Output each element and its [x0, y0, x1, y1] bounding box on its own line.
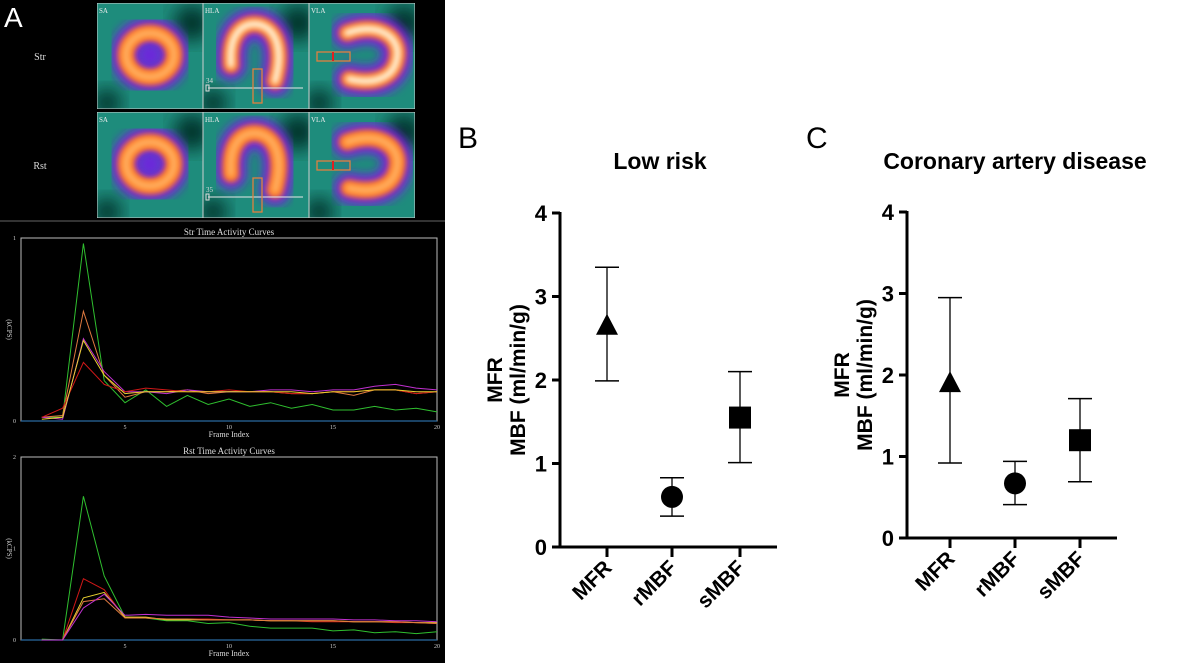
view-label: SA [99, 7, 108, 15]
mean-marker-mfr [596, 313, 618, 335]
y-tick-label: 4 [882, 200, 895, 225]
spect-image-grid: Str SA 34 HLA VLA Rst SA 35 HLA VLA [0, 3, 445, 222]
chart-title: Low risk [613, 148, 707, 174]
y-tick-label: 3 [882, 282, 894, 307]
view-label: VLA [311, 7, 325, 15]
spect-cell-vla: VLA [309, 3, 415, 109]
curve-series-0 [41, 243, 438, 418]
x-axis-label: Frame Index [209, 649, 250, 658]
chart-title: Str Time Activity Curves [184, 227, 275, 237]
slice-number: 35 [206, 186, 214, 194]
x-tick-label: rMBF [627, 556, 681, 610]
curve-series-4 [41, 339, 437, 420]
slice-number: 34 [206, 77, 214, 85]
y-tick-label: 0 [535, 535, 547, 560]
curve-series-3 [41, 598, 438, 641]
chart-title: Coronary artery disease [883, 148, 1146, 174]
x-tick-label: 10 [226, 425, 232, 431]
y-tick-label: 0 [882, 526, 894, 551]
mean-marker-rmbf [661, 485, 683, 508]
y-tick-label: 4 [535, 201, 548, 226]
y-tick-label: 2 [535, 368, 547, 393]
x-tick-label: 5 [124, 644, 127, 650]
mean-marker-smbf [729, 406, 751, 429]
spect-cell-hla: 34 HLA [203, 3, 309, 109]
spect-cell-sa: SA [97, 112, 203, 218]
rst-time-activity-chart: Rst Time Activity Curves 5 10 15 20 0 1 2 Frame … [5, 446, 440, 658]
view-label: HLA [205, 7, 219, 15]
x-tick-label: 20 [434, 644, 440, 650]
panel-label: B [458, 122, 478, 155]
spect-cell-hla: 35 HLA [203, 112, 309, 218]
row-label: Rst [33, 161, 47, 172]
y-tick-label: 1 [13, 547, 16, 553]
x-axis-label: Frame Index [209, 430, 250, 439]
x-tick-label: 20 [434, 425, 440, 431]
x-tick-label: rMBF [970, 547, 1024, 601]
x-tick-label: 10 [226, 644, 232, 650]
y-axis-label-line2: MBF (ml/min/g) [507, 304, 530, 456]
x-tick-label: 15 [330, 425, 336, 431]
mean-marker-mfr [939, 371, 961, 393]
y-axis-label-line2: MBF (ml/min/g) [854, 299, 877, 451]
view-label: HLA [205, 116, 219, 124]
chart-title: Rst Time Activity Curves [183, 446, 275, 456]
y-axis-label: (kCPS) [5, 319, 13, 340]
y-tick-label: 2 [882, 363, 894, 388]
curve-series-0 [41, 496, 438, 641]
x-tick-label: 5 [124, 425, 127, 431]
curve-series-4 [41, 593, 438, 641]
x-tick-label: 15 [330, 644, 336, 650]
y-tick-label: 3 [535, 285, 547, 310]
x-tick-label: sMBF [693, 556, 750, 613]
x-tick-label: MFR [911, 547, 959, 595]
mean-marker-rmbf [1004, 472, 1026, 495]
view-label: SA [99, 116, 108, 124]
panel-a-label: A [4, 2, 23, 33]
spect-cell-sa: SA [97, 3, 203, 109]
spect-cell-vla: VLA [309, 112, 415, 218]
mean-marker-smbf [1069, 429, 1091, 452]
panel-a-background [0, 0, 445, 663]
y-tick-label: 2 [13, 455, 16, 461]
panel-label: C [806, 122, 828, 155]
y-tick-label: 1 [13, 236, 16, 242]
view-label: VLA [311, 116, 325, 124]
y-tick-label: 1 [882, 445, 894, 470]
row-label: Str [34, 52, 46, 63]
str-time-activity-chart: Str Time Activity Curves 5 10 15 20 0 1 Frame I… [5, 227, 440, 439]
y-tick-label: 1 [535, 452, 547, 477]
y-tick-label: 0 [13, 419, 16, 425]
y-axis-label: (kCPS) [5, 538, 13, 559]
y-axis-label-line1: MFR [831, 352, 854, 398]
y-axis-label-line1: MFR [484, 357, 507, 403]
x-tick-label: MFR [568, 556, 616, 604]
x-tick-label: sMBF [1033, 547, 1090, 604]
y-tick-label: 0 [13, 638, 16, 644]
